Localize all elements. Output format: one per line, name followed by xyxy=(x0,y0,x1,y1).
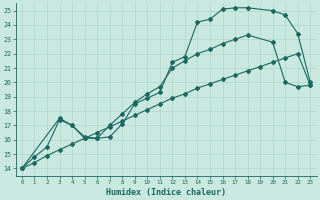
X-axis label: Humidex (Indice chaleur): Humidex (Indice chaleur) xyxy=(106,188,226,197)
